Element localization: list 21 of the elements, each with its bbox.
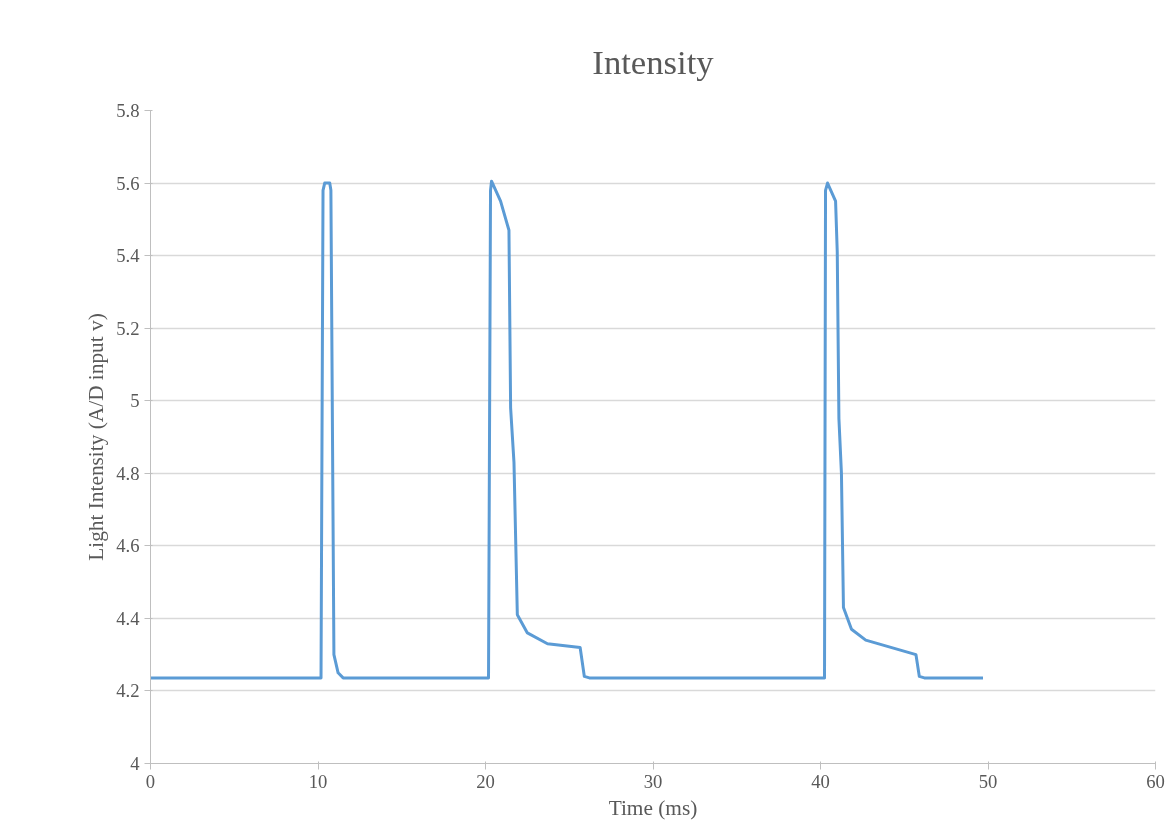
- y-tick-label: 4.4: [116, 607, 141, 629]
- y-tick-label: 4.2: [116, 680, 140, 702]
- line-series: [150, 179, 985, 680]
- y-axis-title: Light Intensity (A/D input v): [84, 313, 109, 561]
- y-tick-label: 4: [130, 753, 141, 774]
- x-tick-label: 10: [308, 770, 328, 792]
- x-tick-label: 30: [643, 770, 663, 792]
- x-tick-label: 50: [978, 770, 998, 792]
- x-tick-label: 20: [476, 770, 495, 792]
- y-tick-label: 5.6: [116, 172, 140, 194]
- x-tick-label: 0: [145, 770, 156, 792]
- y-tick-label: 4.6: [116, 535, 140, 557]
- y-tick-label: 5.2: [116, 317, 140, 339]
- y-tick-label: 5.4: [116, 245, 141, 267]
- x-tick-label: 60: [1146, 770, 1165, 792]
- x-tick-label: 40: [811, 770, 830, 792]
- y-tick-label: 5: [130, 390, 140, 412]
- x-axis-title: Time (ms): [608, 795, 698, 820]
- y-tick-label: 5.8: [116, 100, 140, 121]
- chart-title: Intensity: [592, 42, 715, 81]
- y-tick-label: 4.8: [116, 462, 140, 484]
